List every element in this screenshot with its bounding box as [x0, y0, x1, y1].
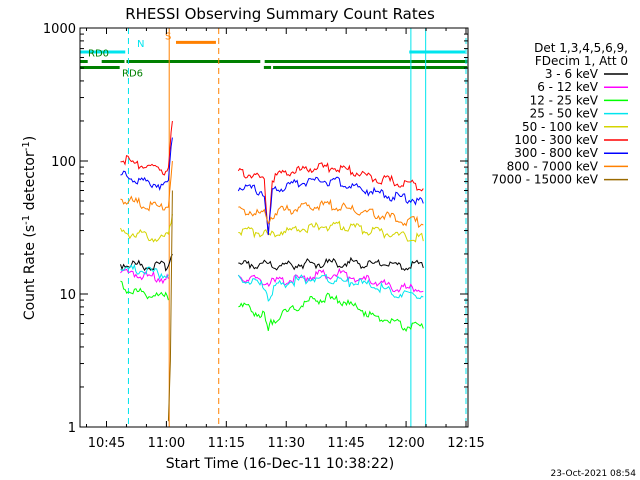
series-line-50-100-kev-1 — [238, 220, 424, 243]
y-axis-label: Count Rate (s-1 detector-1) — [21, 136, 38, 320]
chart-title: RHESSI Observing Summary Count Rates — [125, 5, 435, 23]
series-line-12-25-kev-1 — [238, 292, 424, 332]
legend-label-100-300-kev: 100 - 300 keV — [514, 133, 598, 147]
x-tick-label-0: 10:45 — [88, 436, 125, 451]
legend-label-300-800-kev: 300 - 800 keV — [514, 146, 598, 160]
series-line-6-12-kev-0 — [120, 268, 169, 285]
y-tick-label-1: 10 — [59, 288, 76, 303]
vertical-markers — [127, 28, 467, 427]
flag-label-n: N — [137, 39, 144, 50]
legend-header-line-1: Det 1,3,4,5,6,9, — [534, 41, 628, 55]
flag-label-rd0: RD0 — [88, 48, 109, 59]
series-line-12-25-kev-0 — [120, 280, 169, 301]
x-tick-label-6: 12:15 — [447, 436, 484, 451]
y-tick-label-3: 1000 — [43, 22, 76, 37]
series-line-7000-15000-kev-0 — [167, 190, 173, 422]
footer-timestamp: 23-Oct-2021 08:54 — [551, 469, 637, 479]
legend-label-6-12-kev: 6 - 12 keV — [537, 80, 599, 94]
x-tick-label-3: 11:30 — [268, 436, 305, 451]
y-tick-label-0: 1 — [68, 421, 76, 436]
legend-header-line-2: FDecim 1, Att 0 — [535, 54, 628, 68]
x-tick-label-1: 11:00 — [148, 436, 185, 451]
x-tick-label-5: 12:00 — [387, 436, 424, 451]
legend-label-25-50-kev: 25 - 50 keV — [530, 107, 599, 121]
x-axis-ticks: 10:45 11:00 11:15 11:30 11:45 12:00 12:15 — [86, 28, 485, 451]
flag-bars: RD0 RD6 N S — [80, 31, 468, 79]
legend-label-50-100-kev: 50 - 100 keV — [522, 120, 599, 134]
legend-label-12-25-kev: 12 - 25 keV — [530, 93, 599, 107]
series-line-800-7000-kev-0 — [120, 160, 173, 212]
series-lines — [120, 120, 424, 422]
flag-label-rd6: RD6 — [122, 68, 143, 79]
series-line-6-12-kev-1 — [237, 267, 424, 293]
series-line-300-800-kev-1 — [237, 176, 424, 235]
plot-frame — [79, 27, 469, 428]
x-axis-label: Start Time (16-Dec-11 10:38:22) — [166, 456, 394, 472]
legend-label-800-7000-kev: 800 - 7000 keV — [507, 159, 599, 173]
series-line-100-300-kev-0 — [120, 120, 173, 176]
flag-label-s: S — [165, 31, 171, 42]
series-line-300-800-kev-0 — [120, 137, 173, 192]
series-line-100-300-kev-1 — [237, 162, 424, 236]
series-line-25-50-kev-1 — [237, 273, 424, 302]
x-tick-label-4: 11:45 — [327, 436, 364, 451]
x-tick-label-2: 11:15 — [208, 436, 245, 451]
legend: Det 1,3,4,5,6,9, FDecim 1, Att 0 3 - 6 k… — [491, 41, 628, 187]
y-tick-label-2: 100 — [51, 155, 76, 170]
series-line-800-7000-kev-1 — [238, 198, 424, 229]
legend-label-3-6-kev: 3 - 6 keV — [545, 67, 599, 81]
y-axis-ticks: 1 10 100 1000 — [43, 22, 468, 436]
legend-label-7000-15000-kev: 7000 - 15000 keV — [491, 173, 598, 187]
series-line-50-100-kev-0 — [120, 213, 173, 243]
series-line-25-50-kev-0 — [120, 263, 169, 280]
series-line-3-6-kev-1 — [238, 256, 424, 272]
